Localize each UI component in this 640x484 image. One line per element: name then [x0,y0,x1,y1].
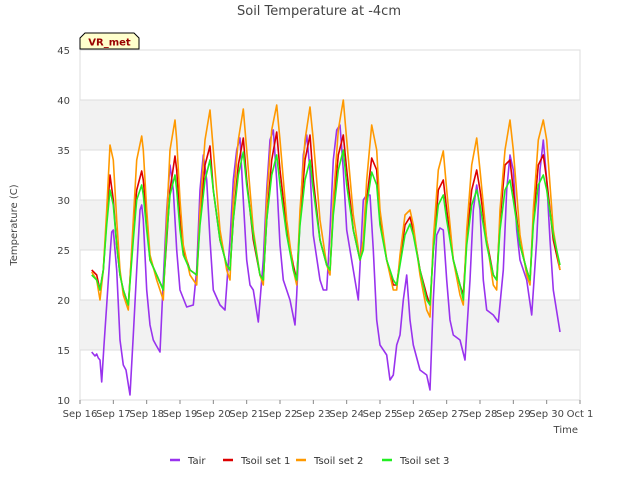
y-tick-label: 45 [57,46,70,57]
grid-lines [80,49,580,401]
legend-label-tsoil-set-3: Tsoil set 3 [399,456,449,467]
grid-band [80,300,580,350]
legend-label-tsoil-set-1: Tsoil set 1 [240,456,290,467]
series-lines [91,99,561,396]
y-axis-label: Temperature (C) [9,184,20,266]
y-tick-label: 30 [57,196,70,207]
x-tick-label: Sep 16 [63,409,98,420]
station-badge: VR_met [79,32,140,50]
x-tick-label: Sep 30 [529,409,564,420]
legend-label-tair: Tair [187,456,206,467]
series-line-tair [91,124,561,396]
x-tick-label: Sep 21 [229,409,264,420]
y-tick-label: 40 [57,96,70,107]
x-tick-label: Sep 26 [396,409,431,420]
x-tick-label: Oct 1 [567,409,594,420]
y-tick-label: 20 [57,296,70,307]
grid-band [80,100,580,150]
chart-title: Soil Temperature at -4cm [237,4,401,19]
x-tick-label: Sep 17 [96,409,131,420]
series-line-tsoil-set-3 [91,149,561,306]
y-tick-label: 35 [57,146,70,157]
y-tick-label: 15 [57,346,70,357]
x-axis-label: Time [553,425,578,436]
x-tick-label: Sep 23 [296,409,331,420]
x-tick-label: Sep 25 [363,409,398,420]
station-badge-label: VR_met [88,38,131,49]
plot-background [79,49,581,401]
x-tick-label: Sep 20 [196,409,231,420]
x-tick-label: Sep 18 [129,409,164,420]
x-tick-label: Sep 29 [496,409,531,420]
legend-label-tsoil-set-2: Tsoil set 2 [313,456,363,467]
legend: Tair Tsoil set 1 Tsoil set 2 Tsoil set 3 [170,456,449,467]
x-tick-label: Sep 19 [163,409,198,420]
y-tick-label: 10 [57,396,70,407]
x-tick-label: Sep 28 [463,409,498,420]
x-tick-label: Sep 24 [329,409,364,420]
y-axis-ticks: 10 15 20 25 30 35 40 45 [57,46,70,407]
x-tick-label: Sep 27 [429,409,464,420]
y-tick-label: 25 [57,246,70,257]
series-line-tsoil-set-2 [91,99,561,318]
x-tick-label: Sep 22 [263,409,298,420]
station-badge-box [79,32,140,50]
